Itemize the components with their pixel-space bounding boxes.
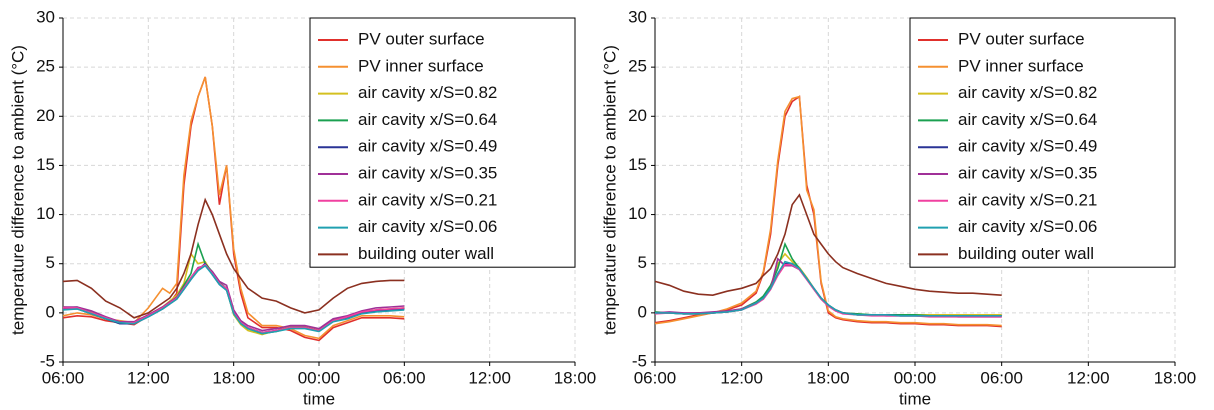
legend-label: air cavity x/S=0.49 — [358, 137, 497, 156]
x-tick-label: 18:00 — [1154, 368, 1197, 387]
legend-label: PV outer surface — [958, 29, 1085, 48]
legend-label: air cavity x/S=0.64 — [358, 110, 497, 129]
y-tick-label: 25 — [628, 57, 647, 76]
y-tick-label: 10 — [628, 204, 647, 223]
x-axis-label: time — [899, 389, 931, 408]
x-tick-label: 06:00 — [980, 368, 1023, 387]
series-line — [654, 95, 1002, 327]
series-line — [655, 260, 1002, 317]
legend-label: air cavity x/S=0.21 — [958, 190, 1097, 209]
legend-label: PV inner surface — [358, 56, 484, 75]
series-line — [63, 264, 405, 332]
y-tick-label: 0 — [638, 302, 647, 321]
legend-label: air cavity x/S=0.35 — [958, 163, 1097, 182]
x-tick-label: 00:00 — [894, 368, 937, 387]
x-tick-label: 12:00 — [720, 368, 763, 387]
x-tick-label: 00:00 — [298, 368, 341, 387]
y-tick-label: 30 — [628, 7, 647, 26]
y-tick-label: 25 — [36, 57, 55, 76]
y-tick-label: 20 — [36, 106, 55, 125]
series-line — [62, 76, 405, 342]
legend-label: building outer wall — [358, 244, 494, 263]
y-tick-label: 10 — [36, 204, 55, 223]
y-tick-label: 0 — [46, 302, 55, 321]
y-tick-label: 20 — [628, 106, 647, 125]
y-tick-label: 15 — [36, 155, 55, 174]
legend-label: air cavity x/S=0.06 — [358, 217, 497, 236]
x-tick-label: 06:00 — [634, 368, 677, 387]
y-axis-label: temperature difference to ambient (°C) — [600, 45, 619, 335]
legend-label: air cavity x/S=0.21 — [358, 190, 497, 209]
series-line — [62, 264, 405, 335]
legend-label: air cavity x/S=0.64 — [958, 110, 1097, 129]
legend-label: PV outer surface — [358, 29, 485, 48]
y-tick-label: -5 — [40, 351, 55, 370]
y-tick-label: -5 — [632, 351, 647, 370]
legend-label: air cavity x/S=0.49 — [958, 137, 1097, 156]
x-tick-label: 06:00 — [383, 368, 426, 387]
y-tick-label: 15 — [628, 155, 647, 174]
y-tick-label: 30 — [36, 7, 55, 26]
legend-box — [909, 17, 1176, 268]
x-tick-label: 12:00 — [127, 368, 170, 387]
x-tick-label: 18:00 — [807, 368, 850, 387]
x-tick-label: 12:00 — [468, 368, 511, 387]
legend-label: air cavity x/S=0.06 — [958, 217, 1097, 236]
x-tick-label: 06:00 — [42, 368, 85, 387]
legend-label: air cavity x/S=0.82 — [958, 83, 1097, 102]
series-line — [654, 193, 1002, 297]
y-tick-label: 5 — [638, 253, 647, 272]
legend-label: air cavity x/S=0.82 — [358, 83, 497, 102]
x-axis-label: time — [303, 389, 335, 408]
x-tick-label: 18:00 — [554, 368, 597, 387]
legend-box — [309, 17, 576, 268]
x-tick-label: 12:00 — [1067, 368, 1110, 387]
legend-label: building outer wall — [958, 244, 1094, 263]
x-tick-label: 18:00 — [212, 368, 255, 387]
legend-label: air cavity x/S=0.35 — [358, 163, 497, 182]
legend-label: PV inner surface — [958, 56, 1084, 75]
series-line — [62, 197, 405, 319]
y-tick-label: 5 — [46, 253, 55, 272]
y-axis-label: temperature difference to ambient (°C) — [8, 45, 27, 335]
